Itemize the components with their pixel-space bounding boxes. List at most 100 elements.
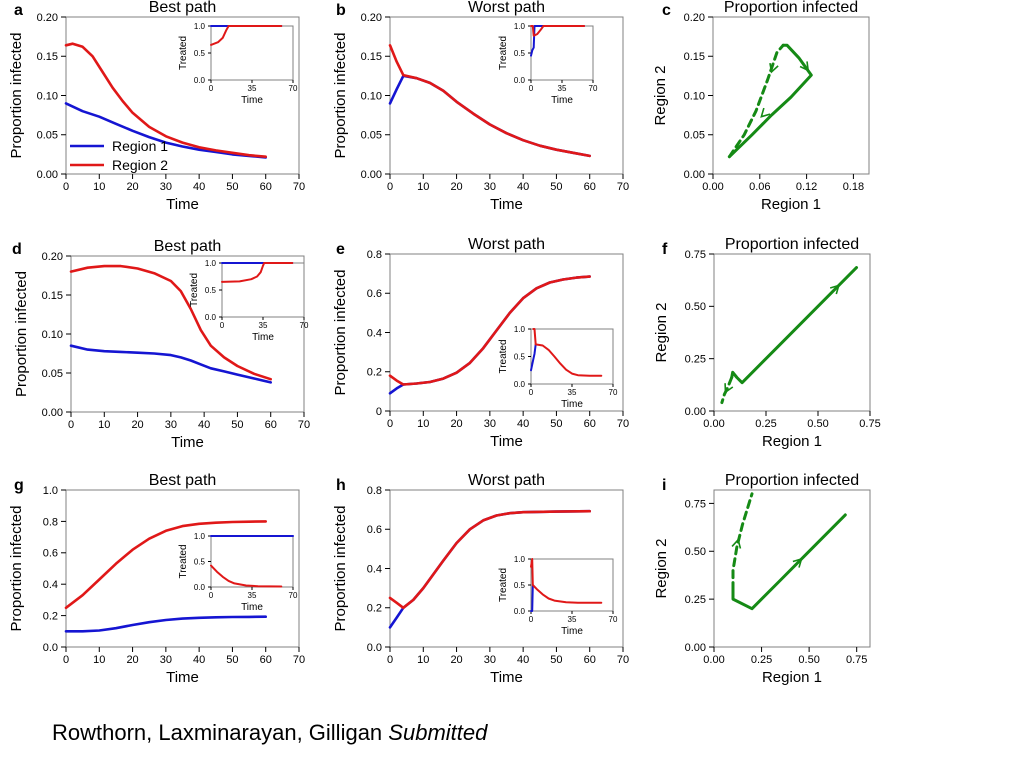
y-tick-label: 0.8 [367,485,382,497]
y-tick-label: 0.15 [37,51,58,63]
y-axis-label: Proportion infected [8,506,25,632]
x-tick-label: 0 [63,181,69,193]
inset-series-line [532,328,603,377]
panel-c: c Proportion infected 0.00 0.06 0.12 0.18 0.00… [652,0,870,213]
y-tick-label: 0.05 [42,368,63,380]
x-tick-label: 0 [387,418,393,430]
inset-x-tick-label: 70 [589,84,598,93]
inset-x-tick-label: 35 [568,615,577,624]
panel-title: Proportion infected [724,0,858,16]
inset-y-tick-label: 1.0 [194,532,206,541]
panel-title: Proportion infected [725,472,859,489]
y-tick-label: 0.0 [367,642,382,654]
inset-background [211,536,293,587]
y-axis-label: Proportion infected [13,271,30,397]
y-tick-label: 0.4 [43,579,58,591]
y-tick-label: 0.00 [42,407,63,419]
y-tick-label: 0.6 [367,524,382,536]
panel-letter: b [336,2,346,19]
y-tick-label: 0.10 [37,90,58,102]
panel-e: e Worst path 0 10 20 30 40 50 60 70 0 0.2 0.4 0.6 0.8 T… [332,236,629,450]
inset-y-tick-label: 0.5 [194,49,206,58]
inset-x-tick-label: 35 [248,84,257,93]
x-axis-label: Time [490,196,523,213]
panel-letter: c [662,2,671,19]
x-tick-label: 0 [63,654,69,666]
x-axis-label: Time [490,433,523,450]
series-line [731,492,754,592]
inset-y-tick-label: 0.0 [514,76,526,85]
y-tick-label: 0.05 [361,130,382,142]
x-tick-label: 0.00 [703,418,724,430]
y-tick-label: 0.10 [684,90,705,102]
frame [65,489,300,648]
series-line [64,42,267,158]
x-tick-label: 20 [450,181,462,193]
panel-letter: a [14,2,23,19]
panel-title: Best path [149,0,217,16]
panel-letter: i [662,477,666,494]
x-tick-label: 70 [293,654,305,666]
series-line [64,615,267,633]
inset-series-line [530,343,537,372]
x-tick-label: 50 [550,181,562,193]
panel-letter: g [14,477,24,494]
panel-title: Worst path [468,0,545,16]
x-tick-label: 0.75 [846,654,867,666]
y-tick-label: 0.50 [685,301,706,313]
panel-i: i Proportion infected 0.00 0.25 0.50 0.75 0.00… [653,472,871,686]
inset-y-tick-label: 0.5 [514,352,526,361]
x-tick-label: 10 [417,654,429,666]
x-tick-label: 40 [198,419,210,431]
y-tick-label: 0.2 [367,367,382,379]
inset-y-tick-label: 0.5 [514,49,526,58]
figure-caption: Rowthorn, Laxminarayan, Gilligan Submitt… [52,720,487,746]
direction-arrow [792,557,803,568]
inset-series-line [210,564,283,588]
y-tick-label: 0.4 [367,327,382,339]
x-tick-label: 0.25 [751,654,772,666]
panel-title: Worst path [468,472,545,489]
inset-y-tick-label: 0.0 [514,380,526,389]
x-tick-label: 60 [584,654,596,666]
inset-x-tick-label: 0 [529,84,534,93]
x-tick-label: 60 [584,418,596,430]
x-axis-label: Region 1 [761,196,821,213]
y-tick-label: 0.00 [685,406,706,418]
inset-treated: 0 35 70 0.0 0.5 1.0 Time Treated [189,259,309,343]
x-tick-label: 60 [584,181,596,193]
x-tick-label: 10 [93,181,105,193]
x-tick-label: 0 [68,419,74,431]
series-line [388,509,591,610]
x-tick-label: 0.06 [749,181,770,193]
x-tick-label: 40 [193,654,205,666]
inset-x-tick-label: 70 [300,321,309,330]
x-tick-label: 70 [617,418,629,430]
y-axis-label: Region 2 [653,302,670,362]
series-line [720,376,734,405]
inset-x-tick-label: 0 [209,591,214,600]
inset-x-tick-label: 70 [289,84,298,93]
x-tick-label: 30 [165,419,177,431]
x-tick-label: 40 [517,654,529,666]
y-tick-label: 0.75 [685,249,706,261]
panel-title: Proportion infected [725,236,859,253]
x-tick-label: 0.00 [702,181,723,193]
x-tick-label: 0 [387,181,393,193]
inset-x-axis-label: Time [241,95,263,106]
y-tick-label: 0.25 [685,354,706,366]
inset-x-axis-label: Time [551,95,573,106]
panel-letter: h [336,477,346,494]
y-tick-label: 0.05 [684,130,705,142]
y-axis-label: Proportion infected [8,33,25,159]
y-tick-label: 0.20 [684,12,705,24]
x-tick-label: 30 [484,181,496,193]
inset-y-tick-label: 0.5 [194,557,206,566]
legend-label: Region 1 [112,138,168,154]
x-tick-label: 20 [126,654,138,666]
direction-arrow [829,284,840,295]
inset-y-tick-label: 1.0 [514,22,526,31]
inset-y-tick-label: 0.0 [194,76,206,85]
